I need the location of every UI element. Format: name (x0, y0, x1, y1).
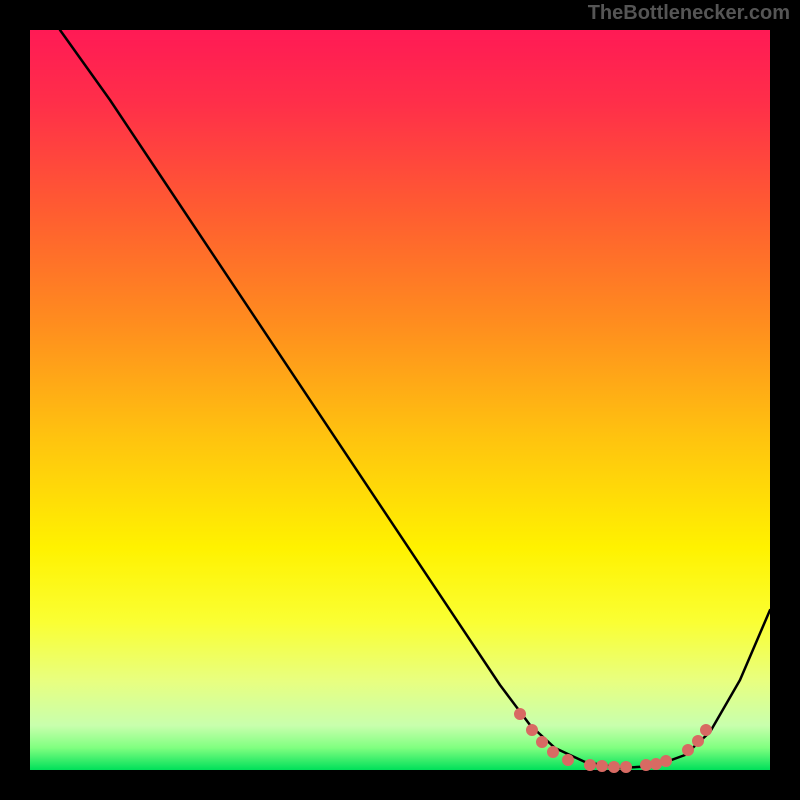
chart-container: TheBottlenecker.com (0, 0, 800, 800)
data-marker (609, 762, 620, 773)
gradient-background (30, 30, 770, 770)
data-marker (597, 761, 608, 772)
data-marker (661, 756, 672, 767)
watermark-text: TheBottlenecker.com (588, 2, 790, 25)
data-marker (585, 760, 596, 771)
data-marker (563, 755, 574, 766)
data-marker (701, 725, 712, 736)
data-marker (548, 747, 559, 758)
data-marker (693, 736, 704, 747)
data-marker (621, 762, 632, 773)
bottleneck-chart (0, 0, 800, 800)
data-marker (527, 725, 538, 736)
data-marker (683, 745, 694, 756)
data-marker (537, 737, 548, 748)
data-marker (515, 709, 526, 720)
data-marker (651, 759, 662, 770)
data-marker (641, 760, 652, 771)
